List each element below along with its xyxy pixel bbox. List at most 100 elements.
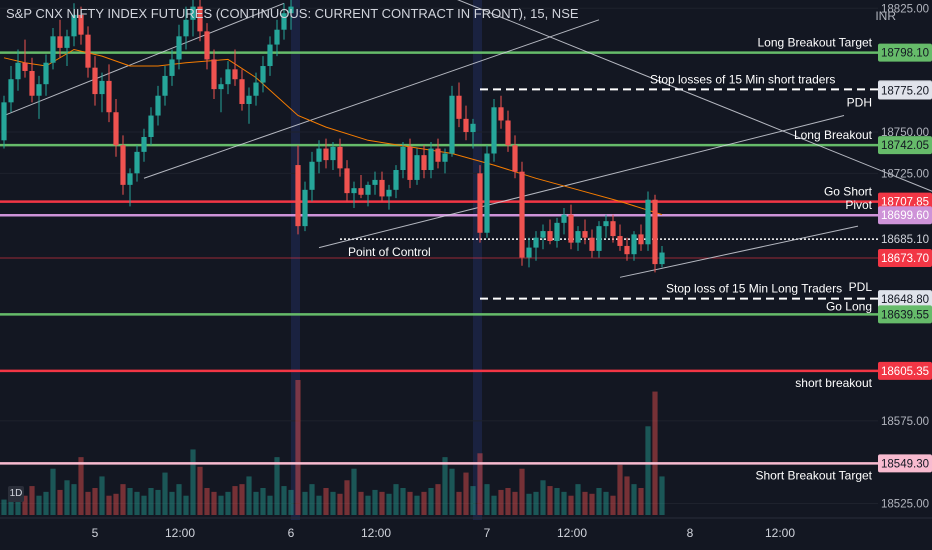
volume-bar bbox=[225, 491, 231, 515]
volume-bar bbox=[148, 488, 154, 515]
candle-body bbox=[120, 145, 126, 185]
volume-bar bbox=[610, 495, 616, 515]
candle bbox=[232, 49, 238, 86]
candle-body bbox=[435, 148, 441, 162]
volume-bar bbox=[176, 484, 182, 515]
price-tag-9: 18648.80 bbox=[878, 290, 932, 309]
y-tick-1: 18750.00 bbox=[881, 127, 929, 139]
candle-body bbox=[484, 153, 490, 233]
candle bbox=[512, 135, 518, 179]
candle-body bbox=[414, 155, 420, 180]
volume-bar bbox=[659, 476, 665, 515]
volume-bar bbox=[64, 480, 70, 515]
candle bbox=[561, 207, 567, 235]
candle-body bbox=[603, 221, 609, 227]
candle-body bbox=[659, 252, 665, 265]
candle-body bbox=[29, 70, 35, 96]
candle-body bbox=[645, 199, 651, 245]
candle bbox=[8, 66, 14, 113]
candle-body bbox=[351, 188, 357, 194]
candle bbox=[351, 181, 357, 208]
candle-body bbox=[162, 75, 168, 96]
candle-body bbox=[15, 62, 21, 80]
volume-bar bbox=[183, 495, 189, 515]
volume-bar bbox=[526, 493, 532, 515]
candle bbox=[631, 231, 637, 261]
candle-body bbox=[386, 189, 392, 197]
candle-body bbox=[211, 59, 217, 90]
candle bbox=[491, 99, 497, 162]
volume-bar bbox=[29, 486, 35, 515]
candle-body bbox=[652, 199, 658, 265]
chart-title: S&P CNX NIFTY INDEX FUTURES (CONTINUOUS:… bbox=[6, 6, 579, 21]
volume-bar bbox=[365, 495, 371, 515]
volume-bar bbox=[561, 491, 567, 515]
y-tick-2: 18725.00 bbox=[881, 168, 929, 180]
volume-bar bbox=[43, 491, 49, 515]
volume-bar bbox=[92, 488, 98, 515]
candle bbox=[435, 138, 441, 169]
candle bbox=[617, 224, 623, 251]
candle-body bbox=[596, 226, 602, 251]
volume-bar bbox=[57, 489, 63, 515]
candle-body bbox=[547, 231, 553, 241]
candle bbox=[43, 54, 49, 96]
candle-body bbox=[1, 102, 7, 141]
price-tag-text: 18605.35 bbox=[881, 366, 929, 378]
candle-body bbox=[540, 231, 546, 238]
trendline-4 bbox=[619, 225, 859, 278]
x-tick-7: 12:00 bbox=[765, 526, 795, 540]
level-text-5: Pivot bbox=[845, 198, 872, 212]
x-tick-3: 12:00 bbox=[361, 526, 391, 540]
candle bbox=[330, 141, 336, 171]
candle-body bbox=[8, 79, 14, 103]
candle bbox=[414, 148, 420, 185]
candle-body bbox=[554, 222, 560, 241]
candle bbox=[246, 87, 252, 124]
candle bbox=[582, 219, 588, 245]
volume-bar bbox=[71, 484, 77, 515]
candle-body bbox=[491, 107, 497, 154]
candle-body bbox=[449, 95, 455, 154]
volume-bar bbox=[470, 486, 476, 515]
candle-body bbox=[113, 112, 119, 146]
candle-body bbox=[498, 107, 504, 121]
x-tick-2: 6 bbox=[288, 526, 295, 540]
volume-bar bbox=[323, 488, 329, 515]
volume-bar bbox=[113, 493, 119, 515]
candle bbox=[372, 171, 378, 195]
volume-bar bbox=[421, 491, 427, 515]
trendline-3 bbox=[457, 0, 932, 192]
candle bbox=[92, 56, 98, 106]
volume-bar bbox=[190, 449, 196, 515]
volume-bar bbox=[274, 457, 280, 515]
volume-bar bbox=[547, 486, 553, 515]
candle-body bbox=[225, 69, 231, 85]
candle-body bbox=[379, 179, 385, 197]
volume-bar bbox=[309, 484, 315, 515]
candle-body bbox=[372, 179, 378, 185]
candle-body bbox=[148, 115, 154, 138]
candle bbox=[645, 191, 651, 251]
volume-bar bbox=[372, 489, 378, 515]
price-tag-5: 18699.60 bbox=[878, 206, 932, 225]
candle bbox=[470, 118, 476, 149]
candle-body bbox=[358, 188, 364, 195]
price-tag-12: 18549.30 bbox=[878, 454, 932, 473]
x-tick-6: 8 bbox=[687, 526, 694, 540]
candle-body bbox=[617, 236, 623, 246]
candle-body bbox=[533, 237, 539, 248]
timeframe-badge[interactable]: 1D bbox=[8, 486, 24, 502]
volume-bar bbox=[393, 484, 399, 515]
candle-body bbox=[36, 84, 42, 96]
candle-body bbox=[407, 146, 413, 180]
candle bbox=[365, 181, 371, 207]
candle-body bbox=[337, 146, 343, 169]
volume-bar bbox=[141, 495, 147, 515]
candle bbox=[386, 184, 392, 210]
candle-body bbox=[50, 36, 56, 63]
price-tag-text: 18639.55 bbox=[881, 309, 929, 321]
candle bbox=[498, 95, 504, 129]
candle-body bbox=[505, 120, 511, 146]
